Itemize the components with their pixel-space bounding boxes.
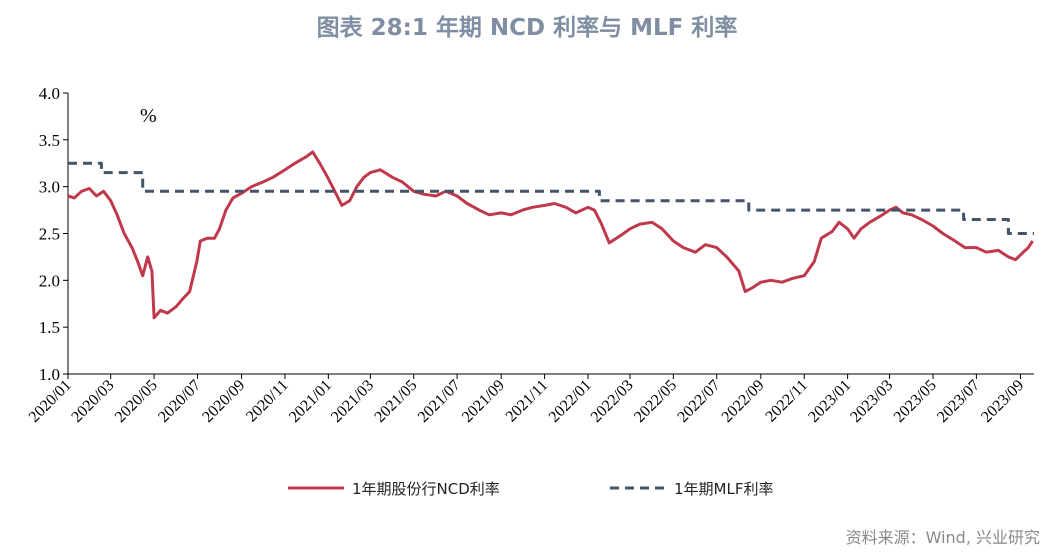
x-tick-label: 2021/11 bbox=[503, 377, 552, 426]
chart-title: 图表 28:1 年期 NCD 利率与 MLF 利率 bbox=[316, 15, 738, 41]
x-tick-label: 2023/09 bbox=[978, 377, 1027, 426]
x-tick-label: 2020/09 bbox=[199, 377, 248, 426]
line-chart: 1.01.52.02.53.03.54.0%2020/012020/032020… bbox=[26, 84, 1034, 498]
x-tick-label: 2021/09 bbox=[459, 377, 508, 426]
y-tick-label: 2.5 bbox=[39, 225, 60, 244]
x-tick-label: 2022/09 bbox=[719, 377, 768, 426]
y-tick-label: 2.0 bbox=[39, 271, 60, 290]
unit-label: % bbox=[140, 105, 157, 127]
x-tick-label: 2021/03 bbox=[328, 377, 377, 426]
x-tick-label: 2023/01 bbox=[805, 377, 854, 426]
x-tick-label: 2023/05 bbox=[891, 377, 940, 426]
x-tick-label: 2021/01 bbox=[286, 377, 335, 426]
x-tick-label: 2022/07 bbox=[674, 377, 723, 426]
series-line-1 bbox=[67, 150, 1034, 320]
x-tick-label: 2020/11 bbox=[243, 377, 292, 426]
x-tick-label: 2023/07 bbox=[934, 377, 983, 426]
x-tick-label: 2023/03 bbox=[847, 377, 896, 426]
legend-label-2: 1年期MLF利率 bbox=[674, 480, 773, 498]
x-tick-label: 2022/05 bbox=[631, 377, 680, 426]
x-tick-label: 2020/03 bbox=[68, 377, 117, 426]
y-tick-label: 1.0 bbox=[39, 365, 60, 384]
x-tick-label: 2020/07 bbox=[155, 377, 204, 426]
y-tick-label: 3.0 bbox=[39, 178, 60, 197]
source-note: 资料来源：Wind, 兴业研究 bbox=[845, 528, 1040, 547]
x-tick-label: 2021/05 bbox=[371, 377, 420, 426]
y-tick-label: 4.0 bbox=[39, 84, 60, 103]
x-tick-label: 2022/03 bbox=[588, 377, 637, 426]
y-tick-label: 3.5 bbox=[39, 131, 60, 150]
x-tick-label: 2020/05 bbox=[112, 377, 161, 426]
x-tick-label: 2020/01 bbox=[26, 377, 75, 426]
x-tick-label: 2021/07 bbox=[415, 377, 464, 426]
x-tick-label: 2022/11 bbox=[762, 377, 811, 426]
legend-label-1: 1年期股份行NCD利率 bbox=[352, 480, 500, 498]
x-tick-label: 2022/01 bbox=[546, 377, 595, 426]
y-tick-label: 1.5 bbox=[39, 318, 60, 337]
series-line-2 bbox=[68, 161, 1034, 235]
